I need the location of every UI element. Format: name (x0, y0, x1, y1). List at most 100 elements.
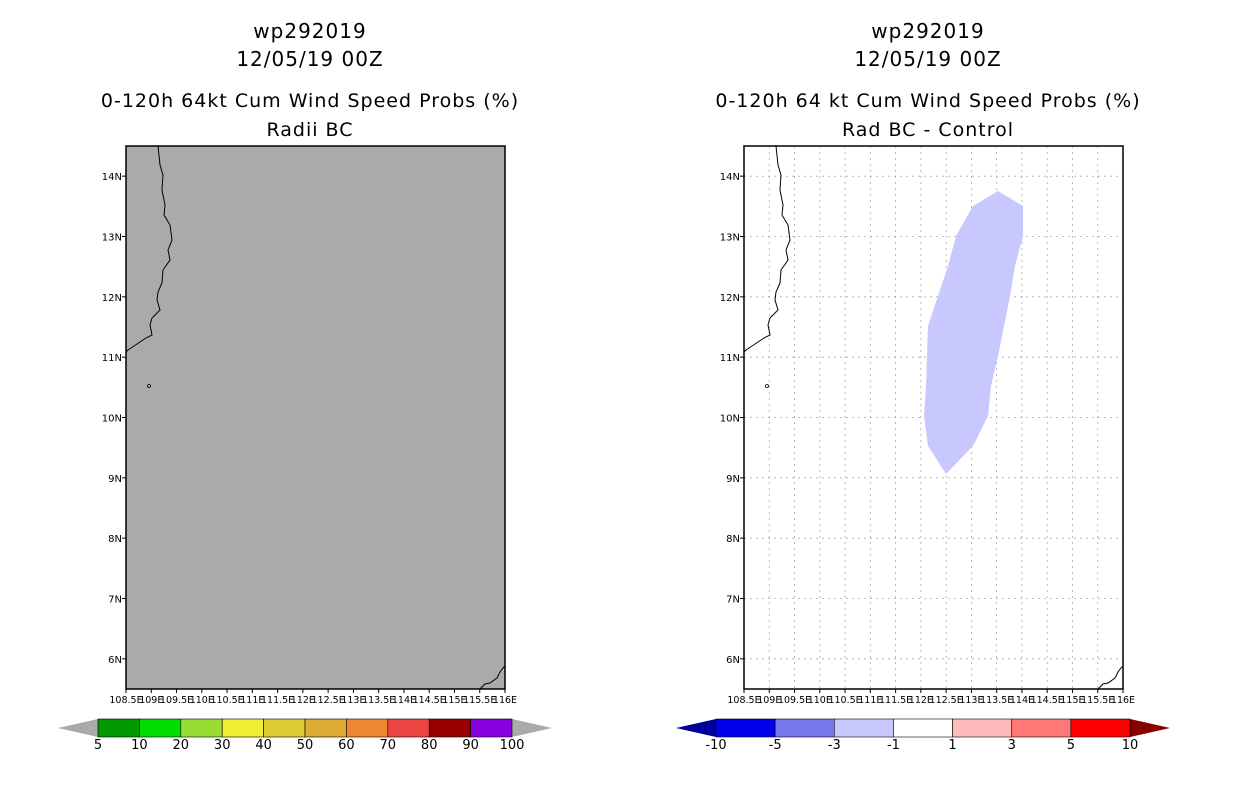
x-tick-label: 110E (808, 695, 832, 706)
colorbar-swatch (221, 718, 264, 738)
right-map: 14N 13N 12N 11N 10N 9N 8N 7N 6N 108.5E109E109.5E… (676, 145, 1170, 753)
colorbar-swatch (1070, 718, 1131, 738)
x-tick-label: 113.5E (362, 695, 395, 706)
x-tick-label: 108.5E (109, 695, 142, 706)
colorbar-swatch (470, 718, 513, 738)
colorbar-label: -1 (887, 738, 900, 753)
x-tick-label: 110.5E (210, 695, 243, 706)
colorbar-label: -5 (769, 738, 782, 753)
y-tick-label: 10N (102, 414, 122, 425)
right-colorbar: -10 -5 -3 -1 1 3 5 10 (676, 718, 1170, 753)
colorbar-swatch (428, 718, 471, 738)
colorbar-left-arrow (58, 719, 98, 737)
y-tick-label: 6N (726, 655, 740, 666)
left-map: 14N 13N 12N 11N 10N 9N 8N 7N 6N 108.5E109E109.5E… (58, 145, 552, 753)
island-marker (765, 384, 769, 388)
y-tick-label: 10N (720, 414, 740, 425)
y-tick-label: 11N (720, 353, 740, 364)
x-tick-label: 109E (139, 695, 163, 706)
colorbar-swatch (952, 718, 1013, 738)
colorbar-swatch (180, 718, 223, 738)
y-tick-label: 13N (102, 233, 122, 244)
x-tick-label: 112E (291, 695, 315, 706)
right-x-axis: 108.5E109E109.5E110E110.5E111E111.5E112E… (727, 689, 1135, 706)
x-tick-label: 112.5E (930, 695, 963, 706)
y-tick-label: 7N (726, 595, 740, 606)
colorbar-label: 60 (338, 738, 355, 753)
x-tick-label: 108.5E (727, 695, 760, 706)
colorbar-swatch (715, 718, 776, 738)
x-tick-label: 115.5E (1081, 695, 1114, 706)
y-tick-label: 9N (726, 474, 740, 485)
colorbar-label: -3 (828, 738, 841, 753)
colorbar-swatch (346, 718, 389, 738)
coastline-path (743, 145, 791, 353)
colorbar-label: 10 (131, 738, 148, 753)
colorbar-label: -10 (705, 738, 726, 753)
x-tick-label: 111E (858, 695, 882, 706)
right-subtitle-line1: 0-120h 64 kt Cum Wind Speed Probs (%) (715, 90, 1141, 112)
colorbar-swatch (304, 718, 347, 738)
x-tick-label: 111.5E (261, 695, 294, 706)
x-tick-label: 111.5E (879, 695, 912, 706)
left-x-axis: 108.5E109E109.5E110E110.5E111E111.5E112E… (109, 689, 517, 706)
colorbar-swatch (1011, 718, 1072, 738)
x-tick-label: 113.5E (980, 695, 1013, 706)
x-tick-label: 111E (240, 695, 264, 706)
x-tick-label: 112E (909, 695, 933, 706)
colorbar-label: 3 (1008, 738, 1016, 753)
x-tick-label: 110.5E (828, 695, 861, 706)
colorbar-label: 1 (948, 738, 956, 753)
colorbar-swatch (139, 718, 182, 738)
colorbar-label: 90 (462, 738, 479, 753)
colorbar-label: 80 (421, 738, 438, 753)
y-tick-label: 14N (102, 172, 122, 183)
x-tick-label: 115.5E (463, 695, 496, 706)
colorbar-swatch (774, 718, 835, 738)
colorbar-swatch (833, 718, 894, 738)
y-tick-label: 8N (108, 534, 122, 545)
x-tick-label: 110E (190, 695, 214, 706)
y-tick-label: 11N (102, 353, 122, 364)
colorbar-swatch (263, 718, 306, 738)
colorbar-label: 40 (255, 738, 272, 753)
left-y-axis: 14N 13N 12N 11N 10N 9N 8N 7N 6N (102, 172, 126, 666)
right-difference-region (924, 191, 1023, 474)
x-tick-label: 109.5E (778, 695, 811, 706)
y-tick-label: 9N (108, 474, 122, 485)
y-tick-label: 12N (720, 293, 740, 304)
colorbar-swatch (893, 718, 953, 738)
x-tick-label: 113E (959, 695, 983, 706)
coastline-se (479, 665, 506, 690)
colorbar-label: 5 (94, 738, 102, 753)
left-map-background (126, 146, 505, 689)
colorbar-label: 50 (297, 738, 314, 753)
x-tick-label: 109.5E (160, 695, 193, 706)
colorbar-label: 5 (1067, 738, 1075, 753)
x-tick-label: 114E (392, 695, 416, 706)
colorbar-label: 10 (1122, 738, 1139, 753)
left-title-line2: 12/05/19 00Z (236, 47, 384, 71)
coastline-se (1097, 665, 1124, 690)
x-tick-label: 116E (493, 695, 517, 706)
right-y-axis: 14N 13N 12N 11N 10N 9N 8N 7N 6N (720, 172, 744, 666)
left-coastline (125, 145, 506, 690)
colorbar-left-arrow (676, 719, 716, 737)
right-coastline (743, 145, 1124, 690)
colorbar-label: 70 (380, 738, 397, 753)
x-tick-label: 113E (341, 695, 365, 706)
left-colorbar: 5 10 20 30 40 50 60 70 80 90 100 (58, 718, 552, 753)
x-tick-label: 116E (1111, 695, 1135, 706)
left-title-line1: wp292019 (253, 19, 367, 43)
colorbar-label: 100 (500, 738, 525, 753)
right-title-line2: 12/05/19 00Z (854, 47, 1002, 71)
x-tick-label: 115E (1060, 695, 1084, 706)
y-tick-label: 6N (108, 655, 122, 666)
colorbar-swatch (387, 718, 430, 738)
x-tick-label: 114.5E (1031, 695, 1064, 706)
y-tick-label: 13N (720, 233, 740, 244)
colorbar-label: 20 (173, 738, 190, 753)
left-subtitle-line1: 0-120h 64kt Cum Wind Speed Probs (%) (100, 90, 520, 112)
y-tick-label: 7N (108, 595, 122, 606)
x-tick-label: 109E (757, 695, 781, 706)
